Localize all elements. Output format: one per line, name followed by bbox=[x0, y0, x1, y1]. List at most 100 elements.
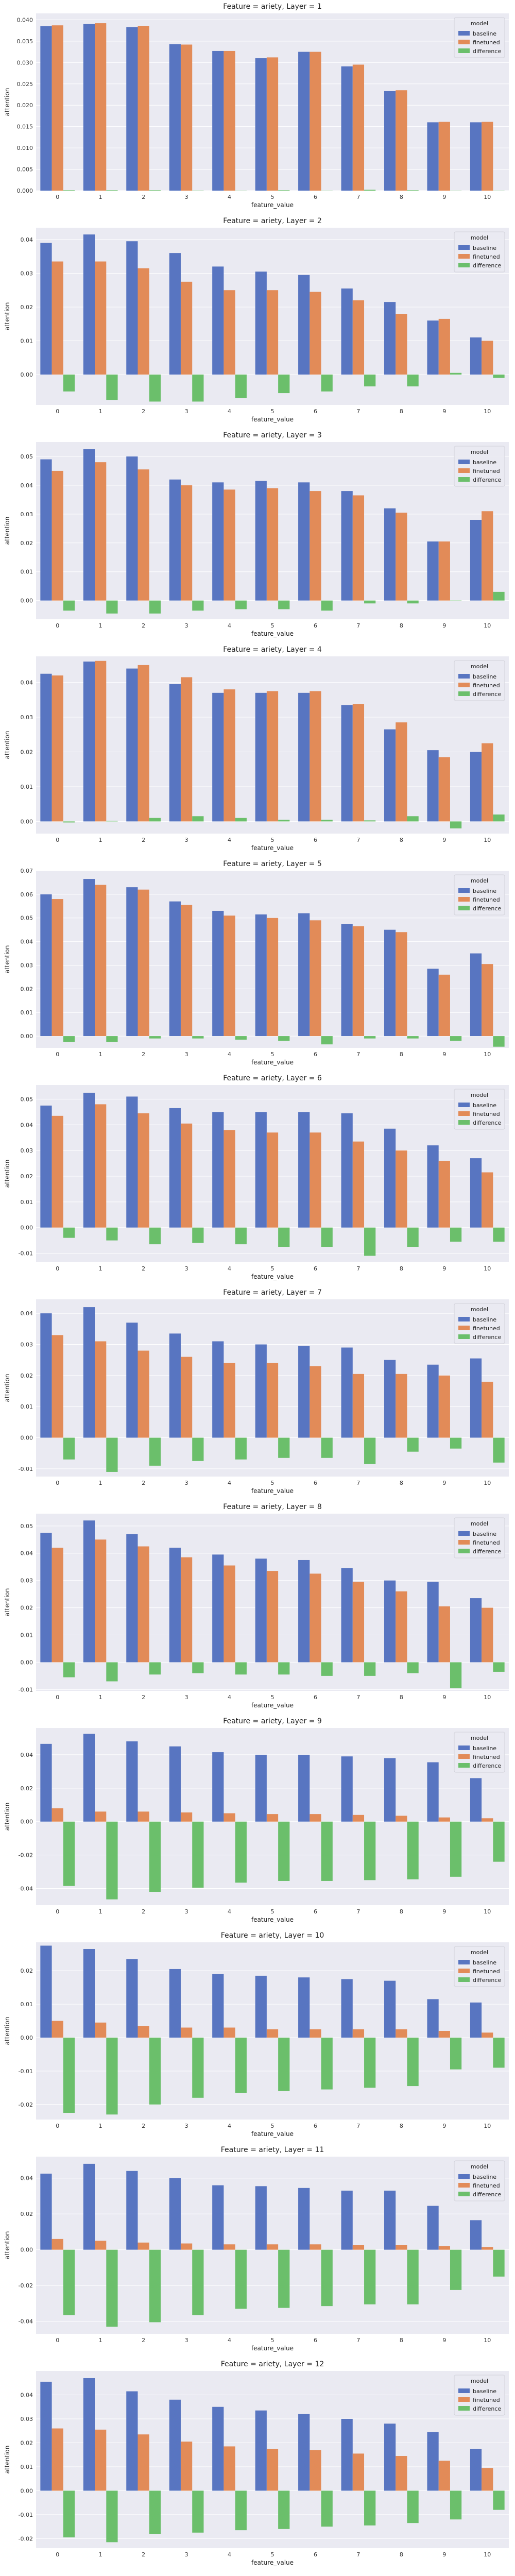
bar-finetuned-4 bbox=[224, 916, 235, 1037]
y-axis-label: attention bbox=[4, 302, 11, 331]
bar-difference-5 bbox=[278, 820, 290, 822]
bar-difference-4 bbox=[235, 375, 247, 398]
y-tick-label: 0.03 bbox=[21, 2416, 33, 2422]
legend-swatch-difference bbox=[458, 1977, 470, 1982]
bar-baseline-7 bbox=[341, 1979, 353, 2038]
bar-finetuned-0 bbox=[52, 2021, 63, 2038]
bar-baseline-0 bbox=[40, 1313, 52, 1438]
bar-finetuned-10 bbox=[482, 964, 493, 1037]
bar-difference-0 bbox=[63, 2037, 75, 2113]
chart-svg: Feature = ariety, Layer = 4 0.00 0.01 0.02 0… bbox=[4, 646, 509, 852]
legend-swatch-finetuned bbox=[458, 468, 470, 473]
bar-baseline-9 bbox=[427, 969, 439, 1037]
legend-swatch-baseline bbox=[458, 2388, 470, 2393]
bar-finetuned-5 bbox=[266, 691, 279, 822]
bar-finetuned-1 bbox=[95, 261, 107, 375]
bar-finetuned-1 bbox=[95, 2022, 107, 2038]
legend-swatch-difference bbox=[458, 48, 470, 53]
y-tick-label: 0.01 bbox=[21, 1403, 33, 1410]
bar-baseline-8 bbox=[384, 1980, 396, 2038]
bar-finetuned-4 bbox=[224, 50, 235, 191]
x-tick-label: 10 bbox=[484, 1694, 491, 1701]
chart-title: Feature = ariety, Layer = 12 bbox=[221, 2360, 324, 2368]
bar-difference-3 bbox=[192, 2490, 204, 2533]
bar-difference-9 bbox=[450, 2490, 462, 2520]
legend-swatch-baseline bbox=[458, 31, 470, 36]
chart-svg: Feature = ariety, Layer = 1 0.000 0.005 0.0… bbox=[4, 3, 509, 209]
bar-difference-0 bbox=[63, 821, 75, 823]
chart-title: Feature = ariety, Layer = 3 bbox=[223, 431, 322, 439]
bar-finetuned-9 bbox=[438, 974, 450, 1037]
y-tick-label: 0.06 bbox=[21, 891, 33, 898]
x-tick-label: 8 bbox=[400, 194, 403, 200]
bar-baseline-2 bbox=[126, 668, 138, 822]
bar-finetuned-3 bbox=[180, 2442, 193, 2491]
bar-difference-6 bbox=[321, 1662, 333, 1676]
x-tick-label: 4 bbox=[228, 1694, 231, 1701]
legend-box bbox=[454, 1946, 505, 1987]
bar-difference-5 bbox=[278, 1227, 290, 1247]
chart-title: Feature = ariety, Layer = 11 bbox=[221, 2146, 324, 2154]
bar-finetuned-4 bbox=[224, 2244, 235, 2250]
legend-swatch-baseline bbox=[458, 245, 470, 250]
legend-title: model bbox=[471, 1735, 488, 1741]
legend-entry-finetuned: finetuned bbox=[473, 2182, 500, 2189]
chart-layer-9: Feature = ariety, Layer = 9 -0.04 -0.02 0.0… bbox=[0, 1715, 515, 1929]
x-tick-label: 6 bbox=[314, 1908, 317, 1915]
bar-finetuned-7 bbox=[352, 2029, 365, 2038]
bar-baseline-0 bbox=[40, 673, 52, 822]
bar-baseline-9 bbox=[427, 1762, 439, 1822]
bar-baseline-10 bbox=[470, 752, 482, 822]
bar-difference-1 bbox=[106, 1662, 118, 1682]
bar-finetuned-5 bbox=[266, 290, 279, 375]
bar-finetuned-8 bbox=[396, 2029, 407, 2038]
bar-baseline-10 bbox=[470, 2002, 482, 2038]
x-tick-label: 6 bbox=[314, 1265, 317, 1272]
bar-difference-8 bbox=[407, 1227, 419, 1247]
bar-finetuned-2 bbox=[138, 469, 149, 601]
x-tick-label: 3 bbox=[185, 2123, 188, 2129]
bar-finetuned-3 bbox=[180, 905, 193, 1037]
bar-finetuned-5 bbox=[266, 1571, 279, 1663]
x-tick-label: 2 bbox=[142, 1694, 145, 1701]
x-tick-label: 9 bbox=[442, 2337, 446, 2344]
legend-title: model bbox=[471, 1092, 488, 1098]
bar-baseline-9 bbox=[427, 2432, 439, 2491]
y-tick-label: 0.00 bbox=[21, 818, 33, 825]
x-tick-label: 1 bbox=[99, 837, 102, 843]
bar-difference-6 bbox=[321, 2249, 333, 2307]
bar-finetuned-5 bbox=[266, 2029, 279, 2038]
bar-finetuned-10 bbox=[482, 1381, 493, 1438]
bar-difference-1 bbox=[106, 1821, 118, 1900]
bar-finetuned-3 bbox=[180, 281, 193, 375]
x-tick-label: 5 bbox=[271, 408, 274, 415]
bar-baseline-7 bbox=[341, 2418, 353, 2491]
bar-finetuned-2 bbox=[138, 665, 149, 822]
bar-difference-6 bbox=[321, 600, 333, 611]
bar-difference-0 bbox=[63, 2249, 75, 2315]
legend-entry-difference: difference bbox=[473, 2405, 501, 2412]
bar-difference-7 bbox=[364, 2037, 376, 2088]
bar-baseline-3 bbox=[169, 2399, 181, 2491]
x-axis-label: feature_value bbox=[251, 1273, 294, 1280]
bar-baseline-7 bbox=[341, 491, 353, 601]
x-tick-label: 1 bbox=[99, 194, 102, 200]
bar-baseline-8 bbox=[384, 2191, 396, 2250]
bar-difference-4 bbox=[235, 2037, 247, 2093]
x-tick-label: 2 bbox=[142, 2551, 145, 2558]
bar-finetuned-2 bbox=[138, 2026, 149, 2038]
y-tick-label: 0.01 bbox=[21, 1199, 33, 1206]
bar-difference-2 bbox=[149, 1227, 161, 1245]
bar-difference-1 bbox=[106, 190, 118, 191]
bar-finetuned-5 bbox=[266, 1132, 279, 1228]
bar-baseline-7 bbox=[341, 1568, 353, 1663]
bar-finetuned-1 bbox=[95, 2241, 107, 2250]
x-axis-label: feature_value bbox=[251, 201, 294, 209]
bar-baseline-2 bbox=[126, 1323, 138, 1438]
bar-difference-2 bbox=[149, 1036, 161, 1039]
bar-finetuned-4 bbox=[224, 2027, 235, 2038]
bar-difference-2 bbox=[149, 1437, 161, 1466]
bar-difference-6 bbox=[321, 820, 333, 822]
bar-baseline-9 bbox=[427, 1364, 439, 1438]
